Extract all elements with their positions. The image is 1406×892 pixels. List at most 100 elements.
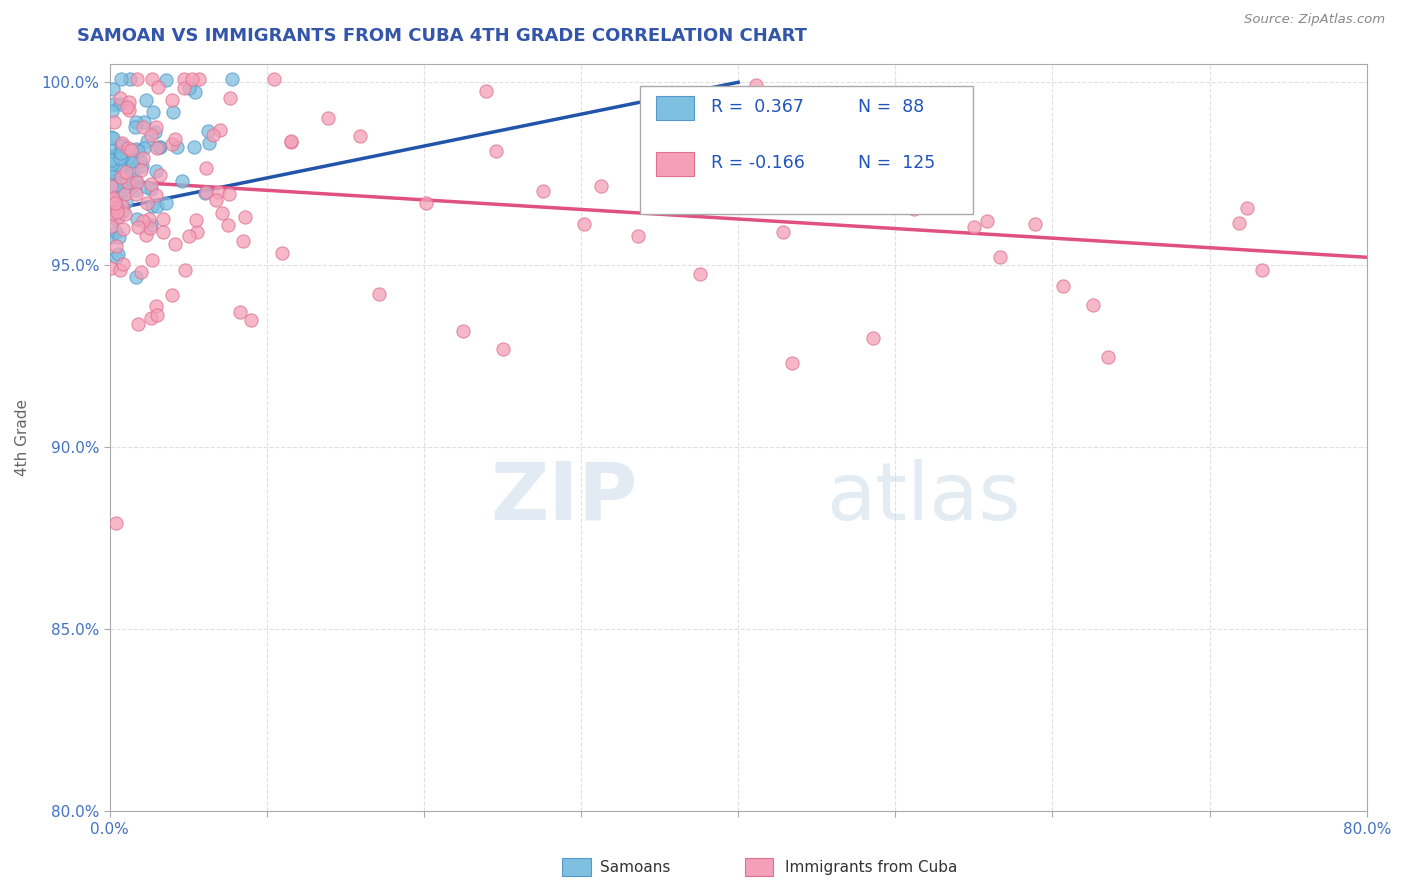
Point [118,95,141,109]
Text: Immigrants from Cuba: Immigrants from Cuba [785,860,957,874]
Point [485,144,508,158]
Point [141,252,163,267]
Point [105,516,128,531]
Point [988,250,1011,264]
Point [100,161,122,176]
Point [475,84,498,98]
Point [127,219,149,234]
Point [942,191,965,205]
Point [103,115,125,129]
Point [103,191,125,205]
Point [100,208,122,222]
Point [120,179,142,194]
Point [141,182,163,196]
Point [114,186,136,201]
Point [129,265,152,279]
Point [125,186,148,201]
Point [117,141,139,155]
Point [125,114,148,128]
Point [111,163,134,178]
Point [141,199,163,213]
Text: N =  125: N = 125 [858,153,935,172]
Point [125,175,148,189]
Point [134,141,156,155]
Point [100,205,122,219]
Point [149,140,172,154]
Point [108,91,131,105]
Point [141,71,163,86]
Point [142,104,165,119]
Point [155,73,177,87]
Text: Samoans: Samoans [600,860,671,874]
Text: SAMOAN VS IMMIGRANTS FROM CUBA 4TH GRADE CORRELATION CHART: SAMOAN VS IMMIGRANTS FROM CUBA 4TH GRADE… [77,27,807,45]
Point [104,148,127,162]
Point [217,218,239,232]
Point [104,178,127,192]
Point [787,185,810,199]
Point [103,97,125,112]
Point [349,128,371,143]
Point [1081,298,1104,312]
Point [188,71,211,86]
Point [1097,350,1119,364]
Point [229,304,252,318]
Point [100,219,122,233]
Point [145,120,167,134]
Point [115,141,138,155]
Point [135,179,157,194]
Point [173,263,195,277]
Point [139,311,162,326]
Point [110,146,132,161]
Point [280,134,302,148]
Point [166,139,188,153]
Point [202,128,225,142]
Point [105,251,128,265]
Point [103,194,125,208]
Point [186,212,208,227]
Point [111,199,134,213]
Point [112,257,135,271]
Text: atlas: atlas [827,458,1021,537]
Point [125,71,148,86]
Point [177,229,200,244]
Point [1236,201,1258,215]
Point [772,225,794,239]
Point [240,313,263,327]
Point [124,269,146,284]
Point [138,212,160,227]
Point [118,150,141,164]
Point [101,130,124,145]
Point [115,100,138,114]
Point [209,123,232,137]
Point [148,140,170,154]
Point [108,151,131,165]
Point [233,211,256,225]
Point [127,212,149,227]
Point [121,143,143,157]
Point [139,221,162,235]
Y-axis label: 4th Grade: 4th Grade [15,400,30,476]
Point [181,71,204,86]
Point [145,187,167,202]
Point [146,199,169,213]
Point [111,149,134,163]
Point [205,193,228,207]
Point [125,142,148,156]
Point [183,139,205,153]
Point [100,167,122,181]
Point [114,207,136,221]
FancyBboxPatch shape [640,87,973,213]
Point [108,230,131,244]
Point [103,82,125,96]
Point [207,185,229,199]
Point [100,140,122,154]
Point [132,151,155,165]
Text: R = -0.166: R = -0.166 [710,153,804,172]
Point [415,196,437,211]
Point [280,136,302,150]
Point [100,178,122,193]
Point [103,211,125,225]
Point [316,111,339,125]
Point [219,91,242,105]
Point [762,199,785,213]
